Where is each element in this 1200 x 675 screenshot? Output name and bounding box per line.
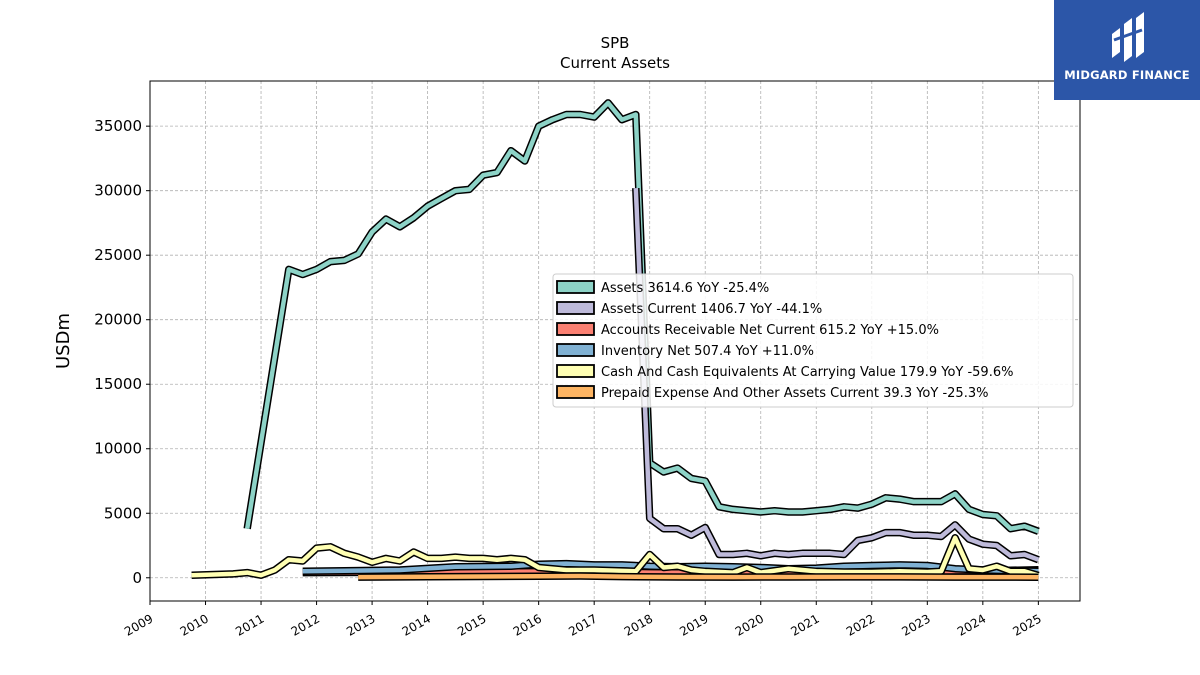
- plot-frame: [149, 80, 1081, 602]
- x-axis-ticks: 2009 2010 2011 2012 2013 2014 2015 2016 2017 2018…: [122, 601, 1044, 639]
- series-line-6: [358, 573, 1039, 580]
- x-tick-label: 2020: [733, 611, 766, 638]
- x-tick-label: 2018: [622, 611, 655, 638]
- y-tick-label: 20000: [94, 311, 142, 329]
- legend-swatch: [556, 385, 595, 399]
- x-tick-label: 2025: [1010, 611, 1043, 638]
- x-tick-label: 2010: [178, 611, 211, 638]
- chart-subtitle: Current Assets: [560, 54, 670, 72]
- midgard-logo-icon: [1112, 12, 1144, 62]
- x-tick-label: 2023: [899, 611, 932, 638]
- legend-entry: Accounts Receivable Net Current 615.2 Yo…: [601, 323, 939, 338]
- legend-entry: Cash And Cash Equivalents At Carrying Va…: [601, 365, 1013, 380]
- x-tick-label: 2024: [955, 611, 988, 638]
- legend-swatch: [556, 301, 595, 315]
- legend-swatch: [556, 343, 595, 357]
- legend-swatch: [556, 364, 595, 378]
- brand-name: MIDGARD FINANCE: [1064, 68, 1190, 82]
- x-tick-label: 2009: [122, 611, 155, 638]
- x-tick-label: 2017: [566, 611, 599, 638]
- y-tick-label: 5000: [104, 504, 142, 522]
- legend-swatch: [556, 322, 595, 336]
- legend-entry: Prepaid Expense And Other Assets Current…: [601, 386, 988, 401]
- x-tick-label: 2015: [455, 611, 488, 638]
- legend-entry: Assets Current 1406.7 YoY -44.1%: [601, 302, 822, 317]
- legend-entry: Inventory Net 507.4 YoY +11.0%: [601, 344, 814, 359]
- x-tick-label: 2019: [677, 611, 710, 638]
- series-line-5: [191, 535, 1040, 578]
- series-line-1: [244, 100, 1040, 534]
- x-tick-label: 2016: [511, 611, 544, 638]
- x-tick-label: 2012: [289, 611, 322, 638]
- x-tick-label: 2011: [233, 611, 266, 638]
- legend: Assets 3614.6 YoY -25.4% Assets Current 1…: [552, 273, 1074, 408]
- legend-entry: Assets 3614.6 YoY -25.4%: [601, 281, 769, 296]
- x-tick-label: 2013: [344, 611, 377, 638]
- y-tick-label: 0: [132, 569, 142, 587]
- y-tick-label: 10000: [94, 440, 142, 458]
- series-line-4: [302, 561, 1039, 574]
- brand-logo: MIDGARD FINANCE: [1054, 0, 1200, 100]
- y-tick-label: 35000: [94, 117, 142, 135]
- chart-title: SPB: [601, 34, 630, 52]
- series-lines: [191, 99, 1040, 582]
- y-tick-label: 15000: [94, 375, 142, 393]
- x-tick-label: 2022: [844, 611, 877, 638]
- y-axis-ticks: 0 5000 10000 15000 20000 25000 30000 35000: [94, 117, 150, 587]
- y-tick-label: 30000: [94, 182, 142, 200]
- y-axis-label: USDm: [53, 313, 74, 369]
- legend-swatch: [556, 280, 595, 294]
- series-line-2: [633, 188, 1040, 562]
- x-tick-label: 2021: [788, 611, 821, 638]
- legend-box: [552, 273, 1074, 408]
- x-tick-label: 2014: [400, 611, 433, 638]
- y-tick-label: 25000: [94, 246, 142, 264]
